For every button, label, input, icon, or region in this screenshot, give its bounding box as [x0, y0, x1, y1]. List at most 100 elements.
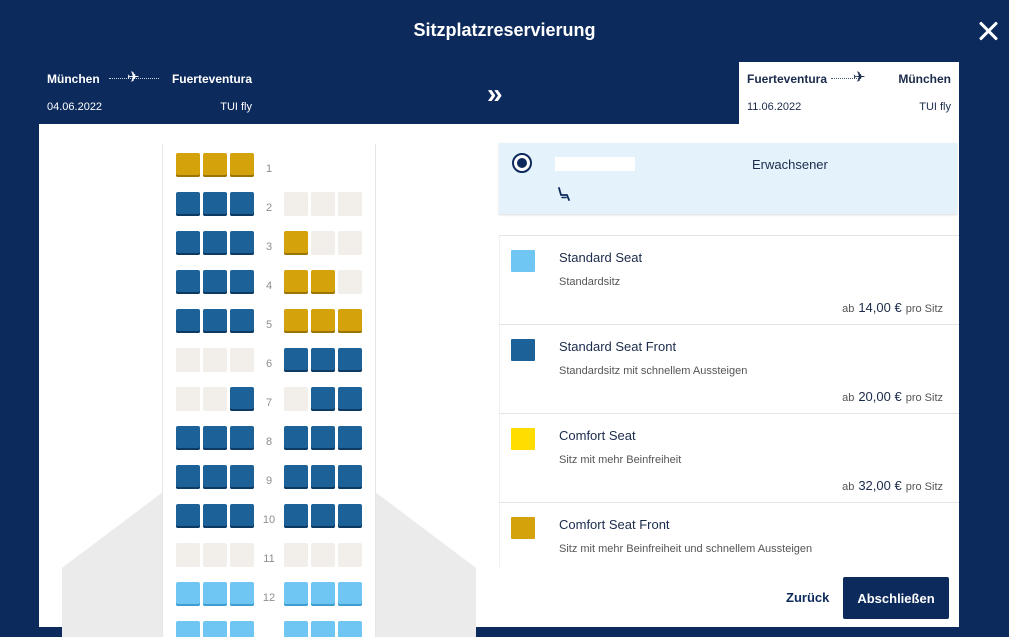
seat-map: 1 2 3 4 5 6 7 8 9 10 11 12 — [162, 144, 376, 637]
seat[interactable] — [338, 387, 362, 411]
seat[interactable] — [230, 192, 254, 216]
seat[interactable] — [311, 465, 335, 489]
seat — [230, 348, 254, 372]
passenger-radio[interactable] — [512, 153, 532, 173]
seat[interactable] — [338, 504, 362, 528]
seat[interactable] — [230, 465, 254, 489]
seat[interactable] — [338, 582, 362, 606]
return-flight-tab[interactable]: Fuerteventura ✈ München 11.06.2022 TUI f… — [739, 62, 959, 124]
seat[interactable] — [176, 192, 200, 216]
seat[interactable] — [203, 270, 227, 294]
airplane-icon: ✈ — [127, 69, 140, 86]
outbound-destination: Fuerteventura — [171, 72, 252, 86]
chevron-double-right-icon[interactable]: » — [487, 78, 502, 109]
return-date: 11.06.2022 — [747, 101, 802, 113]
seat[interactable] — [338, 426, 362, 450]
seat[interactable] — [284, 231, 308, 255]
seat[interactable] — [203, 153, 227, 177]
seat[interactable] — [176, 426, 200, 450]
route-line — [831, 78, 859, 79]
row-number: 12 — [262, 592, 276, 604]
seat — [311, 192, 335, 216]
finish-button[interactable]: Abschließen — [843, 577, 949, 619]
seat[interactable] — [176, 309, 200, 333]
category-title: Standard Seat Front — [559, 339, 677, 354]
back-button[interactable]: Zurück — [786, 590, 830, 605]
seat[interactable] — [311, 504, 335, 528]
seat[interactable] — [311, 270, 335, 294]
seat[interactable] — [338, 309, 362, 333]
seat[interactable] — [203, 192, 227, 216]
route-line — [109, 78, 159, 79]
seat[interactable] — [230, 582, 254, 606]
seat-category-standard[interactable]: Standard Seat Standardsitz ab 14,00 € pro … — [499, 236, 959, 325]
seat[interactable] — [311, 348, 335, 372]
price-value: 20,00 € — [858, 389, 902, 404]
seat-category-comfort[interactable]: Comfort Seat Sitz mit mehr Beinfreiheit … — [499, 414, 959, 503]
seat[interactable] — [230, 426, 254, 450]
row-number: 9 — [265, 475, 273, 487]
category-description: Sitz mit mehr Beinfreiheit und schnellem… — [559, 543, 813, 555]
seat[interactable] — [230, 621, 254, 637]
seat[interactable] — [176, 504, 200, 528]
seat[interactable] — [311, 309, 335, 333]
seat[interactable] — [284, 504, 308, 528]
seat[interactable] — [176, 465, 200, 489]
price-value: 32,00 € — [858, 478, 902, 493]
seat[interactable] — [203, 465, 227, 489]
seat[interactable] — [311, 387, 335, 411]
seat[interactable] — [284, 465, 308, 489]
seat[interactable] — [203, 504, 227, 528]
seat[interactable] — [176, 582, 200, 606]
seat[interactable] — [311, 426, 335, 450]
seat[interactable] — [203, 426, 227, 450]
seat[interactable] — [338, 621, 362, 637]
seat[interactable] — [203, 231, 227, 255]
row-number: 2 — [265, 202, 273, 214]
seat[interactable] — [203, 582, 227, 606]
seat[interactable] — [176, 621, 200, 637]
seat[interactable] — [284, 582, 308, 606]
row-number: 11 — [263, 553, 275, 565]
seat — [176, 543, 200, 567]
seat — [230, 543, 254, 567]
seat[interactable] — [311, 621, 335, 637]
seat[interactable] — [230, 270, 254, 294]
seat — [203, 543, 227, 567]
seat[interactable] — [284, 309, 308, 333]
seat-category-comfort-front[interactable]: Comfort Seat Front Sitz mit mehr Beinfre… — [499, 503, 959, 567]
close-icon[interactable] — [975, 18, 1001, 44]
seat — [284, 387, 308, 411]
seat[interactable] — [176, 153, 200, 177]
outbound-flight-tab[interactable]: München ✈ Fuerteventura 04.06.2022 TUI f… — [39, 62, 260, 124]
seat[interactable] — [230, 153, 254, 177]
passenger-card[interactable]: Erwachsener — [499, 143, 957, 214]
price-prefix: ab — [842, 303, 855, 315]
row-number: 6 — [265, 358, 273, 370]
airplane-icon: ✈ — [853, 69, 866, 86]
price-prefix: ab — [842, 392, 855, 404]
passenger-type: Erwachsener — [752, 157, 828, 172]
seat — [176, 387, 200, 411]
seat[interactable] — [311, 582, 335, 606]
seat[interactable] — [230, 231, 254, 255]
seat[interactable] — [176, 231, 200, 255]
return-airline: TUI fly — [919, 101, 951, 113]
seat[interactable] — [284, 270, 308, 294]
seat[interactable] — [338, 348, 362, 372]
seat[interactable] — [284, 348, 308, 372]
seat[interactable] — [284, 426, 308, 450]
seat-category-standard-front[interactable]: Standard Seat Front Standardsitz mit sch… — [499, 325, 959, 414]
seat — [338, 543, 362, 567]
seat[interactable] — [230, 504, 254, 528]
row-number: 4 — [265, 280, 273, 292]
seat[interactable] — [203, 621, 227, 637]
seat[interactable] — [230, 387, 254, 411]
seat[interactable] — [338, 465, 362, 489]
row-number: 1 — [265, 163, 273, 175]
seat[interactable] — [230, 309, 254, 333]
seat[interactable] — [176, 270, 200, 294]
seat-color-swatch — [511, 428, 535, 450]
seat[interactable] — [203, 309, 227, 333]
seat[interactable] — [284, 621, 308, 637]
